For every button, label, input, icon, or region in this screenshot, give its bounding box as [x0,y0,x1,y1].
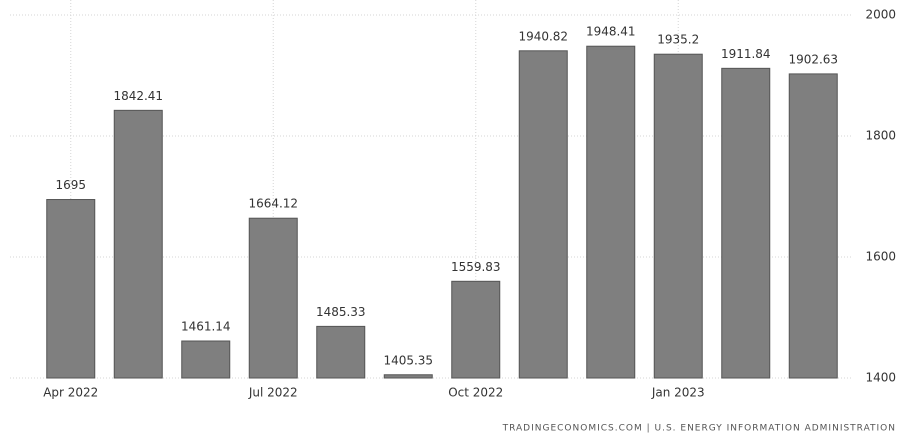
data-label: 1911.84 [721,47,771,61]
data-label: 1902.63 [788,52,838,66]
bar [248,217,298,379]
x-tick-label: Oct 2022 [448,386,503,400]
x-tick-label: Jan 2023 [651,386,705,400]
y-tick-label: 1600 [865,250,896,264]
data-label: 1940.82 [518,29,568,43]
data-label: 1948.41 [586,25,636,39]
data-label: 1559.83 [451,260,501,274]
bar [518,50,568,379]
bar [316,325,366,379]
source: TRADINGECONOMICS.COM | U.S. ENERGY INFOR… [502,424,896,434]
bar [451,280,501,379]
data-label: 1935.2 [657,33,699,47]
x-tick-label: Jul 2022 [248,386,298,400]
data-label: 1695 [55,178,86,192]
bar [46,199,96,379]
bar [788,73,838,379]
data-label: 1461.14 [181,320,231,334]
data-label: 1405.35 [383,353,433,367]
data-label: 1485.33 [316,305,366,319]
x-tick-label: Apr 2022 [43,386,98,400]
bar [113,109,163,379]
bar [653,53,703,379]
y-tick-label: 1400 [865,371,896,385]
bar [383,374,433,379]
bar [586,45,636,379]
bar [181,340,231,379]
bar [721,67,771,379]
data-label: 1842.41 [113,89,163,103]
y-tick-label: 2000 [865,8,896,22]
data-label: 1664.12 [248,197,298,211]
y-tick-label: 1800 [865,129,896,143]
